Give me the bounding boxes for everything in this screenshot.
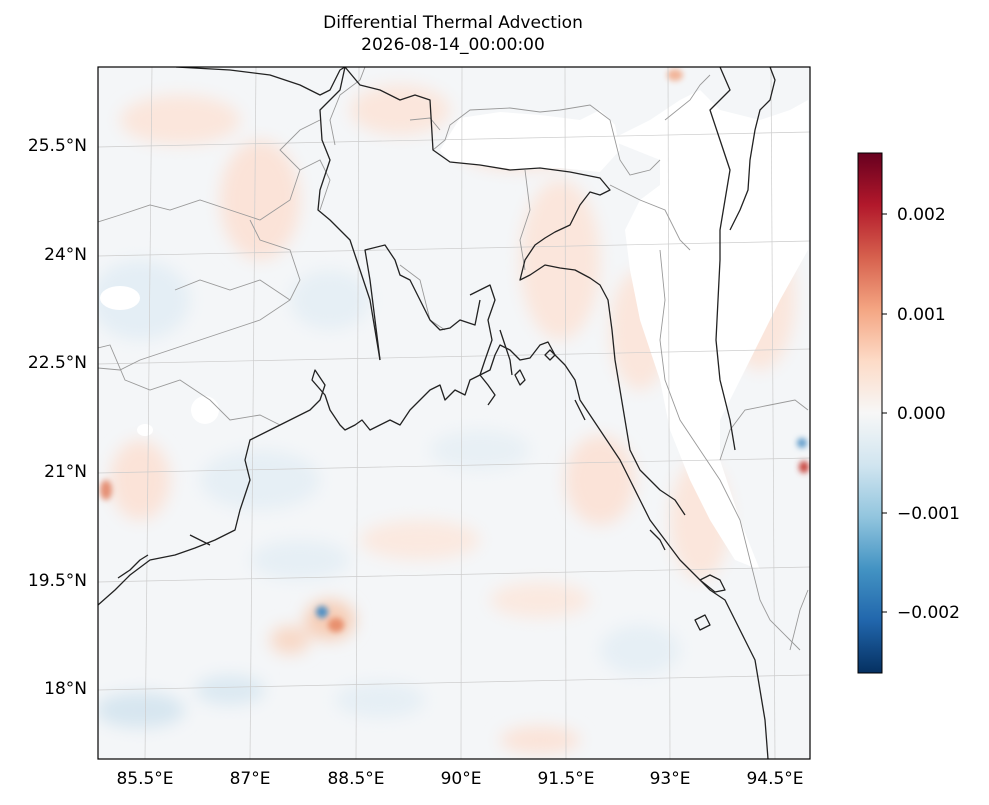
longitude-labels: 85.5°E 87°E 88.5°E 90°E 91.5°E 93°E 94.5…	[116, 769, 803, 789]
map-title: Differential Thermal Advection	[323, 13, 583, 33]
lon-label-91.5: 91.5°E	[537, 769, 594, 789]
lon-label-90: 90°E	[441, 769, 482, 789]
strong-anomalies	[100, 69, 809, 632]
lon-label-85.5: 85.5°E	[116, 769, 173, 789]
gridlines	[98, 67, 810, 759]
colorbar-gradient	[857, 152, 883, 674]
lon-label-88.5: 88.5°E	[327, 769, 384, 789]
colorbar-ticks	[882, 213, 887, 613]
masked-regions	[100, 90, 808, 570]
latitude-labels: 25.5°N 24°N 22.5°N 21°N 19.5°N 18°N	[28, 136, 87, 699]
lon-label-93: 93°E	[650, 769, 691, 789]
lat-label-19.5: 19.5°N	[28, 571, 87, 591]
lat-label-25.5: 25.5°N	[28, 136, 87, 156]
lon-label-87: 87°E	[230, 769, 271, 789]
colorbar-tick-neg-0.001: −0.001	[897, 504, 960, 524]
colorbar-tick-0.001: 0.001	[897, 305, 946, 325]
map-subtitle: 2026-08-14_00:00:00	[361, 35, 545, 55]
lat-label-24: 24°N	[44, 245, 87, 265]
lat-label-22.5: 22.5°N	[28, 353, 87, 373]
map-field	[98, 67, 810, 759]
lon-label-94.5: 94.5°E	[746, 769, 803, 789]
colorbar-tick-0.002: 0.002	[897, 205, 946, 225]
colorbar-tick-0.000: 0.000	[897, 404, 946, 424]
map-frame	[97, 66, 811, 760]
lat-label-21: 21°N	[44, 462, 87, 482]
coastline-borders	[98, 67, 776, 759]
colorbar: 0.002 0.001 0.000 −0.001 −0.002	[857, 152, 960, 674]
state-borders	[98, 67, 809, 651]
colorbar-tick-neg-0.002: −0.002	[897, 603, 960, 623]
lat-label-18: 18°N	[44, 679, 87, 699]
